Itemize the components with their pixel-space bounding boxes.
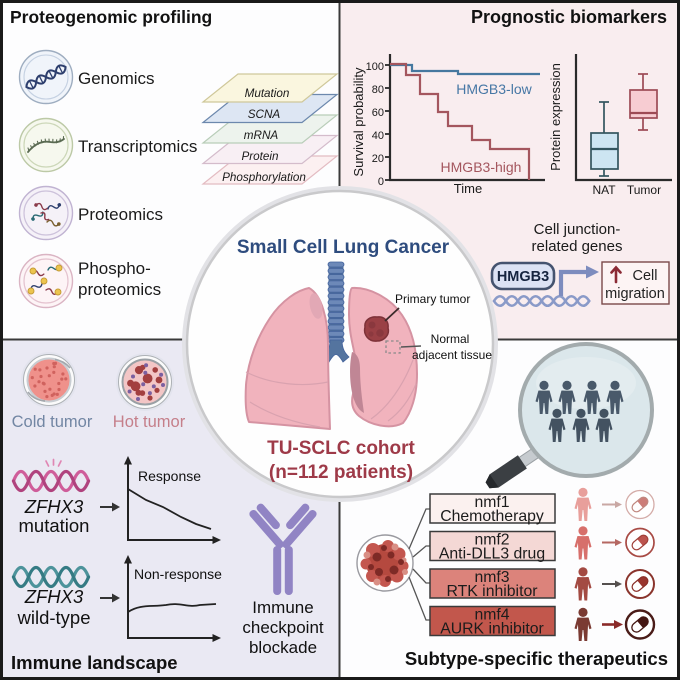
svg-text:Hot tumor: Hot tumor <box>113 413 186 431</box>
svg-text:20: 20 <box>372 153 384 165</box>
svg-text:Normal: Normal <box>431 332 470 346</box>
svg-text:proteomics: proteomics <box>78 280 161 299</box>
svg-text:80: 80 <box>372 84 384 96</box>
svg-text:related genes: related genes <box>532 238 623 255</box>
svg-text:nmf2: nmf2 <box>474 532 509 549</box>
svg-text:Immune landscape: Immune landscape <box>11 652 178 673</box>
svg-text:100: 100 <box>366 61 384 73</box>
svg-text:wild-type: wild-type <box>17 607 91 628</box>
svg-text:Proteomics: Proteomics <box>78 205 163 224</box>
svg-text:ZFHX3: ZFHX3 <box>24 586 84 607</box>
svg-text:Phosphorylation: Phosphorylation <box>222 171 306 184</box>
svg-text:nmf1: nmf1 <box>474 494 509 511</box>
svg-text:nmf3: nmf3 <box>474 569 509 586</box>
svg-text:Subtype-specific therapeutics: Subtype-specific therapeutics <box>405 648 668 669</box>
svg-text:Mutation: Mutation <box>245 87 290 100</box>
svg-text:NAT: NAT <box>592 183 616 197</box>
svg-text:HMGB3: HMGB3 <box>497 269 549 285</box>
svg-text:mRNA: mRNA <box>244 129 279 142</box>
svg-text:Tumor: Tumor <box>627 183 661 197</box>
svg-text:adjacent tissue: adjacent tissue <box>412 348 492 362</box>
svg-text:migration: migration <box>605 286 665 302</box>
svg-text:TU-SCLC cohort: TU-SCLC cohort <box>267 438 415 459</box>
svg-text:Small Cell Lung Cancer: Small Cell Lung Cancer <box>237 237 450 258</box>
svg-text:Cell junction-: Cell junction- <box>534 221 621 238</box>
svg-text:Primary tumor: Primary tumor <box>395 292 470 306</box>
svg-text:HMGB3-high: HMGB3-high <box>441 159 522 175</box>
svg-text:Non-response: Non-response <box>134 566 222 582</box>
svg-text:0: 0 <box>378 176 384 188</box>
svg-text:ZFHX3: ZFHX3 <box>24 496 84 517</box>
svg-text:Protein: Protein <box>241 150 278 163</box>
svg-text:Anti-DLL3 drug: Anti-DLL3 drug <box>439 546 545 563</box>
svg-text:Prognostic biomarkers: Prognostic biomarkers <box>471 7 667 27</box>
svg-text:Time: Time <box>454 181 482 196</box>
svg-text:40: 40 <box>372 130 384 142</box>
svg-text:Cell: Cell <box>633 268 658 284</box>
svg-text:Immune: Immune <box>252 598 313 617</box>
svg-text:nmf4: nmf4 <box>474 607 509 624</box>
svg-text:Protein expression: Protein expression <box>548 63 563 171</box>
svg-text:checkpoint: checkpoint <box>242 618 324 637</box>
svg-text:SCNA: SCNA <box>248 108 281 121</box>
svg-text:Proteogenomic profiling: Proteogenomic profiling <box>10 7 212 27</box>
svg-text:HMGB3-low: HMGB3-low <box>456 81 532 97</box>
svg-text:RTK inhibitor: RTK inhibitor <box>446 583 537 600</box>
svg-text:Survival probability: Survival probability <box>351 67 366 177</box>
svg-text:(n=112 patients): (n=112 patients) <box>269 462 413 483</box>
svg-text:blockade: blockade <box>249 638 317 657</box>
svg-text:Chemotherapy: Chemotherapy <box>440 508 544 525</box>
svg-text:mutation: mutation <box>19 515 90 536</box>
svg-text:Genomics: Genomics <box>78 69 155 88</box>
svg-text:Response: Response <box>138 468 201 484</box>
svg-text:Cold tumor: Cold tumor <box>12 413 93 431</box>
svg-text:Phospho-: Phospho- <box>78 259 151 278</box>
svg-text:Transcriptomics: Transcriptomics <box>78 137 197 156</box>
svg-text:AURK inhibitor: AURK inhibitor <box>440 621 544 638</box>
svg-text:60: 60 <box>372 107 384 119</box>
